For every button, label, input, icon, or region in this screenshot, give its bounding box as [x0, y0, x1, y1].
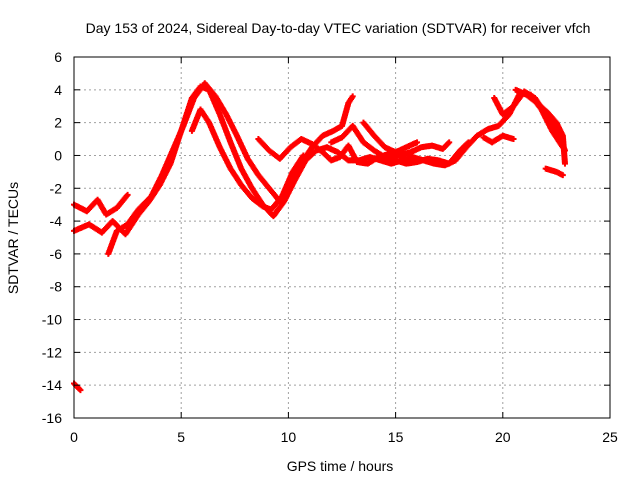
data-point — [465, 139, 472, 146]
plot-frame — [73, 56, 611, 419]
x-tick-label: 20 — [495, 429, 511, 445]
data-point — [77, 387, 84, 394]
series-track-l — [71, 380, 84, 394]
x-axis-title: GPS time / hours — [287, 458, 394, 474]
data-point — [561, 160, 568, 167]
y-tick-label: 4 — [54, 82, 62, 98]
x-tick-label: 5 — [177, 429, 185, 445]
y-axis-title: SDTVAR / TECUs — [5, 182, 21, 294]
series-track-a — [71, 191, 131, 218]
y-tick-label: -6 — [50, 246, 63, 262]
series-track-k — [542, 165, 566, 179]
y-tick-label: 2 — [54, 115, 62, 131]
series-track-j — [512, 86, 568, 167]
x-tick-label: 10 — [281, 429, 297, 445]
series-track-f — [328, 122, 472, 167]
x-tick-label: 15 — [388, 429, 404, 445]
x-tick-label: 25 — [602, 429, 618, 445]
y-tick-label: -16 — [42, 410, 62, 426]
y-tick-label: 6 — [54, 49, 62, 65]
data-point — [559, 172, 566, 179]
ticks: 0 5 10 15 20 25 -16 -14 -12 -10 -8 -6 -4 -2 0 2 4 6 — [42, 49, 618, 445]
data-point — [349, 93, 356, 100]
y-tick-label: 0 — [54, 147, 62, 163]
gridlines — [74, 57, 610, 418]
data-points — [71, 80, 568, 394]
y-tick-label: -4 — [50, 213, 63, 229]
data-point — [124, 191, 131, 198]
y-tick-label: -10 — [42, 312, 62, 328]
series-track-g — [360, 119, 421, 156]
series-track-d — [188, 106, 307, 213]
series-track-h — [480, 132, 517, 146]
y-tick-label: -2 — [50, 180, 63, 196]
x-tick-label: 0 — [70, 429, 78, 445]
y-tick-label: -12 — [42, 344, 62, 360]
chart-title: Day 153 of 2024, Sidereal Day-to-day VTE… — [86, 20, 591, 36]
y-tick-label: -8 — [50, 279, 63, 295]
y-tick-label: -14 — [42, 377, 62, 393]
data-point — [414, 139, 421, 146]
data-point — [510, 136, 517, 143]
data-point — [300, 152, 307, 159]
data-point — [446, 139, 453, 146]
